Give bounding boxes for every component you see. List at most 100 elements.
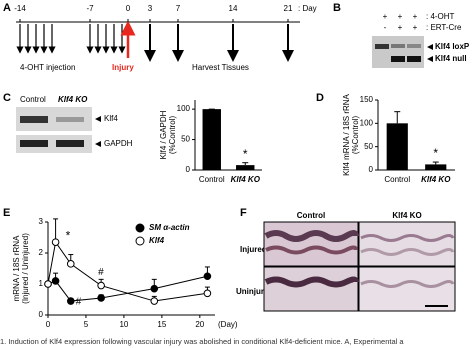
blot-band: [56, 117, 84, 122]
y-axis-label: Klf4 mRNA / 18S rRNA: [342, 93, 351, 175]
significance: #: [76, 297, 82, 308]
x-tick-label: Klf4 KO: [231, 175, 261, 184]
day-label: 0: [126, 4, 131, 13]
harvest-label: Harvest Tissues: [192, 63, 249, 72]
blot-label: Klf4: [104, 114, 118, 123]
y-tick-label: 1: [39, 279, 44, 288]
legend-marker: [135, 236, 145, 246]
lane-label: Klf4 KO: [58, 95, 88, 104]
injection-label: 4-OHT injection: [20, 63, 75, 72]
panel-letter: D: [316, 92, 324, 104]
injury-label: Injury: [112, 63, 134, 72]
band-pointer: [95, 116, 101, 147]
x-axis-label: (Day): [218, 320, 238, 329]
blot-label: GAPDH: [104, 139, 133, 148]
x-tick-label: 20: [195, 320, 204, 329]
sign: -: [384, 23, 387, 32]
blot-band: [20, 116, 48, 123]
y-axis-label: mRNA / 18S rRNA: [12, 235, 21, 301]
column-label: Control: [297, 211, 325, 220]
y-axis-label: (Injured / Uninjured): [21, 233, 30, 304]
legend-label: SM α-actin: [149, 223, 190, 232]
bar: [236, 165, 255, 170]
band-label: Klf4 loxP: [435, 42, 470, 51]
x-tick-label: Control: [199, 175, 225, 184]
day-label: 7: [176, 4, 181, 13]
y-tick-label: 100: [177, 104, 191, 113]
y-tick-label: 150: [360, 95, 374, 104]
point: [51, 277, 60, 285]
blot: [16, 135, 92, 153]
caption: 1. Induction of Klf4 expression followin…: [0, 337, 404, 346]
significance: *: [66, 228, 71, 242]
y-tick-label: 50: [364, 142, 373, 151]
panel-letter: F: [240, 207, 247, 219]
x-tick-label: 10: [119, 320, 128, 329]
panel-letter: C: [3, 92, 11, 104]
point: [44, 280, 52, 288]
x-tick-label: 0: [46, 320, 51, 329]
day-unit: : Day: [298, 4, 317, 13]
y-tick-label: 100: [360, 118, 374, 127]
point: [150, 284, 159, 293]
gel-band: [375, 44, 389, 49]
micrographs: [263, 221, 456, 312]
day-label: 3: [148, 4, 153, 13]
sign: +: [398, 12, 403, 21]
point: [66, 297, 75, 305]
day-label: -7: [86, 4, 94, 13]
x-tick-label: 5: [84, 320, 89, 329]
significance: *: [243, 147, 248, 161]
significance: #: [98, 267, 104, 278]
timeline-arrows: [16, 20, 294, 62]
gel-band: [407, 56, 421, 62]
sign: +: [398, 23, 403, 32]
blot-band: [20, 140, 48, 147]
y-tick-label: 0: [186, 165, 191, 174]
x-tick-label: 15: [157, 320, 166, 329]
x-tick-label: Klf4 KO: [421, 175, 451, 184]
y-axis-label: (%Control): [168, 116, 177, 155]
day-label: -14: [14, 4, 26, 13]
row-label: : 4-OHT: [426, 12, 455, 21]
band-label: Klf4 null: [435, 54, 467, 63]
gel-band: [407, 44, 421, 48]
sign: +: [413, 12, 418, 21]
gel-band: [391, 56, 405, 62]
gel-band: [391, 44, 405, 48]
column-label: Klf4 KO: [392, 211, 421, 220]
y-tick-label: 0: [369, 165, 374, 174]
y-tick-label: 0: [39, 310, 44, 319]
y-axis-label: (%Control): [351, 116, 360, 155]
y-tick-label: 2: [39, 248, 44, 257]
panel-letter: A: [3, 2, 11, 14]
legend-marker: [135, 223, 145, 233]
blot-band: [56, 140, 84, 147]
bar: [425, 164, 447, 170]
point: [66, 260, 75, 268]
x-tick-label: Control: [384, 175, 410, 184]
series-line: [47, 240, 208, 302]
point: [51, 238, 60, 246]
point: [97, 294, 105, 302]
y-tick-label: 3: [39, 217, 44, 226]
row-label: Uninjured: [236, 287, 273, 296]
day-label: 14: [229, 4, 238, 13]
row-label: Injured: [240, 245, 267, 254]
bar: [386, 123, 408, 170]
row-label: : ERT-Cre: [426, 23, 462, 32]
y-tick-label: 50: [181, 135, 190, 144]
legend-label: Klf4: [149, 236, 165, 245]
significance: *: [433, 146, 438, 160]
bar: [202, 109, 221, 170]
lane-label: Control: [20, 95, 46, 104]
panel-letter: E: [3, 207, 10, 219]
panel-letter: B: [333, 2, 341, 14]
point: [150, 297, 159, 305]
point: [203, 289, 212, 298]
sign: +: [383, 12, 388, 21]
point: [97, 281, 105, 290]
band-pointer: [427, 44, 433, 62]
day-label: 21: [284, 4, 293, 13]
